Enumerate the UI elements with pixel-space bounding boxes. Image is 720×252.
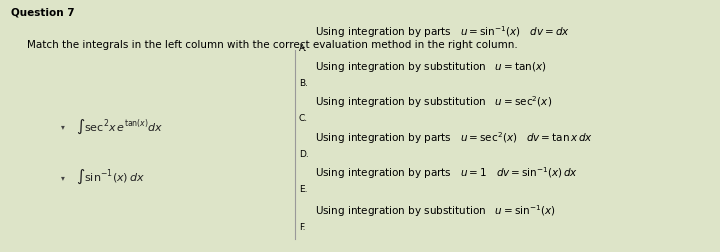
Text: C.: C. (299, 114, 308, 123)
Text: Using integration by parts   $u = \sin^{-1}\!(x)$   $dv = dx$: Using integration by parts $u = \sin^{-1… (315, 24, 570, 39)
Text: ▾: ▾ (61, 172, 65, 181)
Text: Using integration by substitution   $u = \sin^{-1}\!(x)$: Using integration by substitution $u = \… (315, 203, 556, 218)
Text: D.: D. (299, 149, 309, 158)
Text: E.: E. (299, 184, 307, 194)
Text: Match the integrals in the left column with the correct evaluation method in the: Match the integrals in the left column w… (27, 40, 518, 50)
Text: Using integration by substitution   $u = \tan(x)$: Using integration by substitution $u = \… (315, 60, 547, 74)
Text: ▾: ▾ (61, 121, 65, 131)
Text: $\int \sin^{-1}\!(x)\, dx$: $\int \sin^{-1}\!(x)\, dx$ (76, 167, 145, 185)
Text: Using integration by parts   $u = 1$   $dv = \sin^{-1}\!(x)\,dx$: Using integration by parts $u = 1$ $dv =… (315, 165, 579, 180)
Text: Using integration by substitution   $u = \sec^2\!(x)$: Using integration by substitution $u = \… (315, 94, 552, 110)
Text: $\int \sec^2\!x\, e^{\tan(x)} dx$: $\int \sec^2\!x\, e^{\tan(x)} dx$ (76, 117, 163, 135)
Text: Question 7: Question 7 (11, 8, 74, 18)
Text: F.: F. (299, 222, 305, 231)
Text: Using integration by parts   $u = \sec^2\!(x)$   $dv = \tan x\,dx$: Using integration by parts $u = \sec^2\!… (315, 130, 593, 145)
Text: B.: B. (299, 79, 308, 88)
Text: A.: A. (299, 43, 307, 52)
